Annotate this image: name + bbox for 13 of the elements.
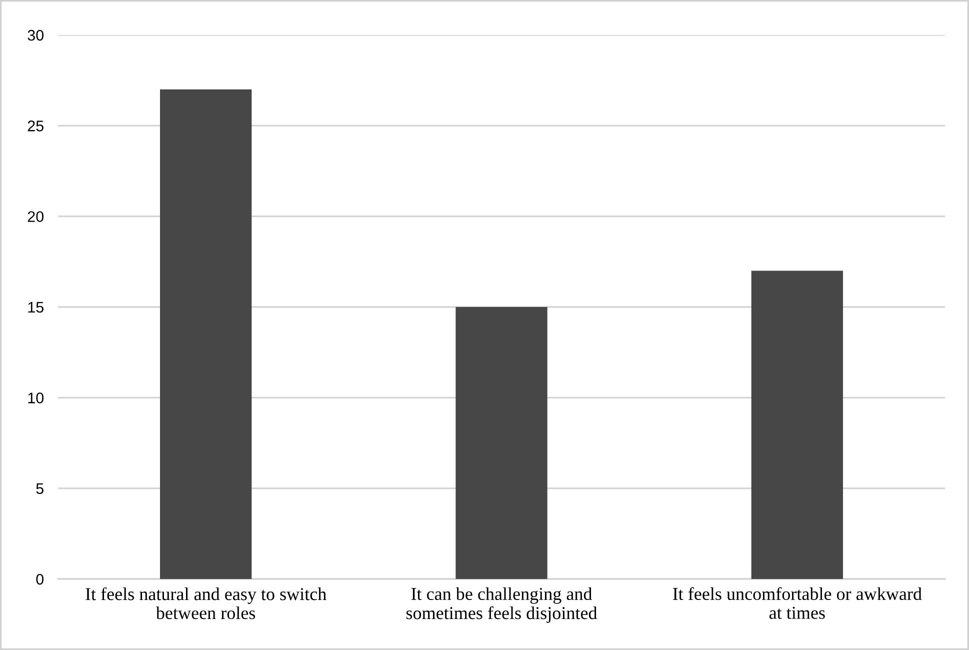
y-tick-label: 0	[36, 574, 44, 585]
y-tick-label: 15	[28, 302, 44, 313]
x-tick-label: It can be challenging and sometimes feels disjointed	[406, 587, 598, 623]
bar	[160, 89, 252, 579]
bar	[456, 307, 548, 579]
x-tick-label: It feels natural and easy to switch between roles	[86, 587, 326, 620]
y-tick-label: 5	[36, 483, 44, 494]
x-tick-label: It feels uncomfortable or awkward at times	[672, 587, 922, 619]
y-tick-label: 30	[28, 30, 44, 41]
bar	[751, 270, 843, 579]
y-tick-label: 20	[28, 211, 44, 222]
y-tick-label: 10	[28, 392, 44, 404]
y-tick-label: 25	[28, 120, 44, 132]
